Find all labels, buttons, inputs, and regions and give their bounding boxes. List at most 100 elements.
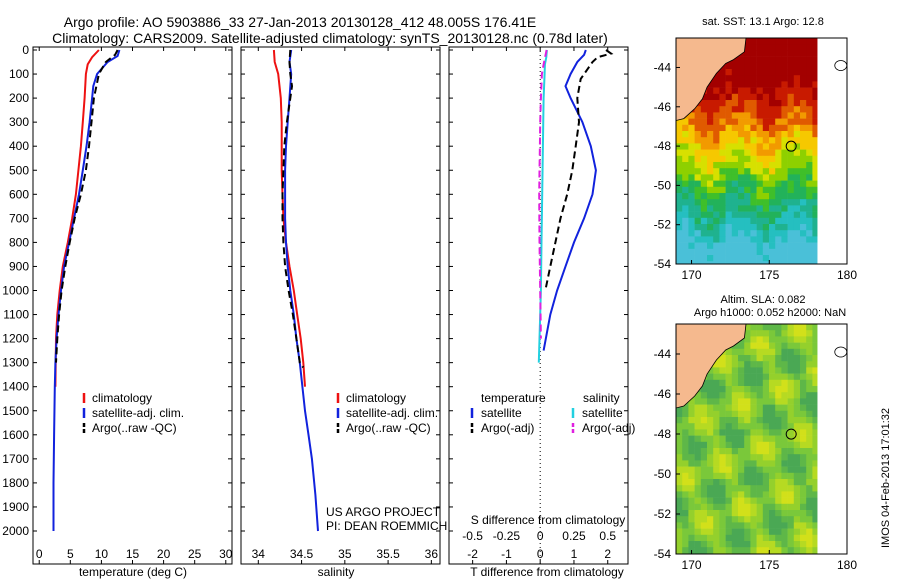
lat-tick-label: -44 bbox=[654, 347, 672, 361]
sst-cell bbox=[744, 217, 751, 225]
sst-cell bbox=[713, 186, 720, 194]
sla-cell bbox=[769, 373, 776, 381]
sla-cell bbox=[738, 398, 745, 405]
sla-cell bbox=[800, 479, 807, 486]
sst-cell bbox=[793, 193, 801, 200]
sla-cell bbox=[812, 491, 819, 498]
depth-tick-label: 100 bbox=[9, 67, 29, 81]
sst-cell bbox=[731, 93, 739, 101]
sst-cell bbox=[713, 155, 720, 163]
sla-cell bbox=[750, 491, 757, 498]
sst-cell bbox=[682, 131, 689, 138]
sla-cell bbox=[682, 491, 689, 498]
sst-cell bbox=[762, 180, 770, 188]
sla-cell bbox=[744, 516, 751, 523]
sst-cell bbox=[731, 199, 739, 206]
sla-cell bbox=[725, 466, 733, 474]
sla-cell bbox=[694, 454, 702, 461]
sst-cell bbox=[781, 38, 788, 45]
sst-cell bbox=[750, 186, 757, 194]
sst-cell bbox=[762, 149, 770, 157]
lat-tick-label: -48 bbox=[654, 139, 672, 153]
sst-cell bbox=[762, 205, 770, 212]
sla-cell bbox=[694, 392, 702, 399]
sst-cell bbox=[750, 168, 757, 175]
sst-cell bbox=[731, 81, 739, 88]
sla-cell bbox=[750, 454, 757, 461]
sla-cell bbox=[719, 460, 726, 467]
depth-tick-label: 800 bbox=[9, 235, 29, 249]
sst-cell bbox=[719, 174, 726, 181]
sst-cell bbox=[762, 217, 770, 225]
sla-cell bbox=[738, 410, 745, 418]
sla-cell bbox=[713, 373, 720, 381]
sla-cell bbox=[731, 373, 739, 381]
sla-cell bbox=[744, 503, 751, 511]
sla-cell bbox=[769, 454, 776, 461]
sla-cell bbox=[812, 522, 819, 529]
sst-cell bbox=[793, 143, 801, 150]
sst-cell bbox=[812, 38, 819, 45]
sst-cell bbox=[762, 62, 770, 70]
sla-cell bbox=[762, 386, 770, 393]
sla-cell bbox=[731, 479, 739, 486]
sst-cell bbox=[787, 230, 795, 237]
sst-cell bbox=[707, 124, 714, 132]
sst-cell bbox=[731, 248, 739, 256]
sst-cell bbox=[812, 75, 819, 82]
sla-cell bbox=[676, 417, 683, 424]
sla-cell bbox=[750, 417, 757, 424]
sst-cell bbox=[676, 149, 683, 157]
sla-cell bbox=[781, 491, 788, 498]
sla-cell bbox=[719, 547, 726, 554]
sst-cell bbox=[806, 56, 813, 64]
sst-cell bbox=[769, 224, 776, 231]
sst-cell bbox=[676, 205, 683, 212]
sla-cell bbox=[719, 454, 726, 461]
sst-cell bbox=[787, 186, 795, 194]
sst-cell bbox=[781, 69, 788, 76]
sla-cell bbox=[676, 404, 683, 412]
sla-cell bbox=[719, 398, 726, 405]
sst-cell bbox=[756, 106, 764, 113]
sla-cell bbox=[744, 429, 751, 436]
sst-cell bbox=[762, 230, 770, 237]
x-tick-label: 34.5 bbox=[290, 547, 314, 561]
sla-cell bbox=[676, 410, 683, 418]
sst-cell bbox=[694, 211, 702, 219]
sla-map-title1: Altim. SLA: 0.082 bbox=[721, 294, 806, 306]
sla-cell bbox=[682, 417, 689, 424]
sst-cell bbox=[694, 205, 702, 212]
sla-cell bbox=[787, 541, 795, 548]
sla-cell bbox=[707, 386, 714, 393]
sst-cell bbox=[700, 118, 708, 126]
sla-cell bbox=[725, 441, 733, 449]
sla-cell bbox=[793, 429, 801, 436]
sla-cell bbox=[806, 528, 813, 536]
sla-cell bbox=[738, 534, 745, 542]
sla-cell bbox=[793, 355, 801, 362]
sla-cell bbox=[694, 485, 702, 492]
sla-cell bbox=[731, 379, 739, 387]
sst-cell bbox=[762, 248, 770, 256]
sst-cell bbox=[688, 137, 695, 144]
sla-cell bbox=[769, 367, 776, 374]
sst-cell bbox=[781, 186, 788, 194]
sst-cell bbox=[756, 112, 764, 119]
sst-cell bbox=[762, 224, 770, 231]
sst-cell bbox=[713, 199, 720, 206]
sla-cell bbox=[781, 541, 788, 548]
sst-cell bbox=[793, 56, 801, 64]
land-new-zealand bbox=[676, 38, 747, 121]
sst-cell bbox=[682, 193, 689, 200]
sla-cell bbox=[793, 534, 801, 542]
sst-cell bbox=[787, 199, 795, 206]
sst-cell bbox=[769, 205, 776, 212]
sla-cell bbox=[781, 466, 788, 474]
sst-cell bbox=[750, 44, 757, 51]
sla-cell bbox=[800, 392, 807, 399]
sla-cell bbox=[725, 410, 733, 418]
sst-cell bbox=[713, 224, 720, 231]
sla-cell bbox=[700, 516, 708, 523]
